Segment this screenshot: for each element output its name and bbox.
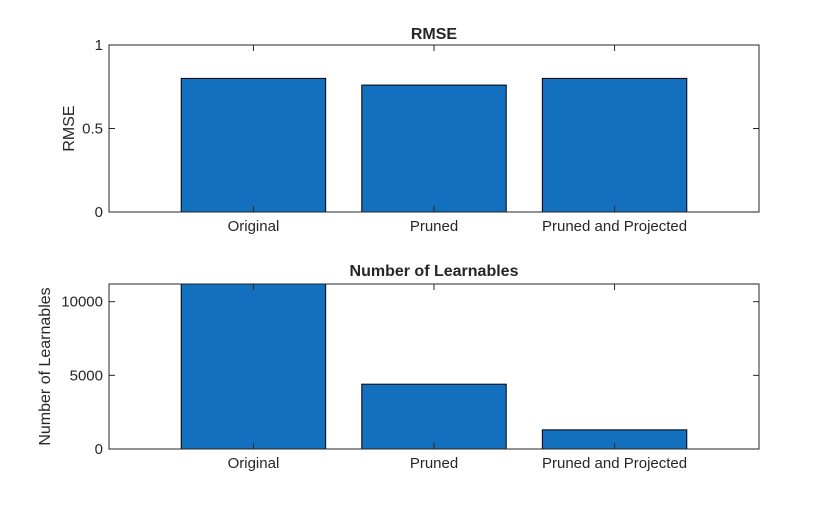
learnables-xtick-label: Original: [228, 455, 280, 472]
rmse-bar-pruned: [361, 84, 507, 212]
rmse-chart-title: RMSE: [411, 26, 458, 43]
rmse-ytick-label: 0: [95, 204, 103, 221]
learnables-ytick-label: 5000: [70, 367, 103, 384]
rmse-xtick-label: Pruned: [410, 218, 458, 235]
rmse-ytick-label: 0.5: [82, 121, 103, 138]
learnables-bar-original: [180, 284, 327, 449]
learnables-ytick-label: 10000: [61, 294, 103, 311]
learnables-ytick-label: 0: [95, 441, 103, 458]
learnables-chart-title: Number of Learnables: [350, 263, 519, 280]
rmse-ytick-label: 1: [95, 37, 103, 54]
rmse-xtick-label: Original: [228, 218, 280, 235]
rmse-y-axis-label: RMSE: [61, 105, 78, 151]
learnables-xtick-label: Pruned: [410, 455, 458, 472]
rmse-bar-original: [180, 77, 327, 212]
learnables-bar-pruned: [361, 383, 507, 449]
learnables-chart: 0 5000 10000 Original Pruned Pruned and Proje…: [37, 263, 760, 472]
rmse-chart: 0 0.5 1 Original Pruned Pruned and Projected R…: [61, 26, 760, 235]
learnables-xtick-label: Pruned and Projected: [542, 455, 687, 472]
learnables-y-axis-label: Number of Learnables: [37, 287, 54, 445]
rmse-xtick-label: Pruned and Projected: [542, 218, 687, 235]
rmse-bar-pruned-and-projected: [541, 77, 688, 212]
